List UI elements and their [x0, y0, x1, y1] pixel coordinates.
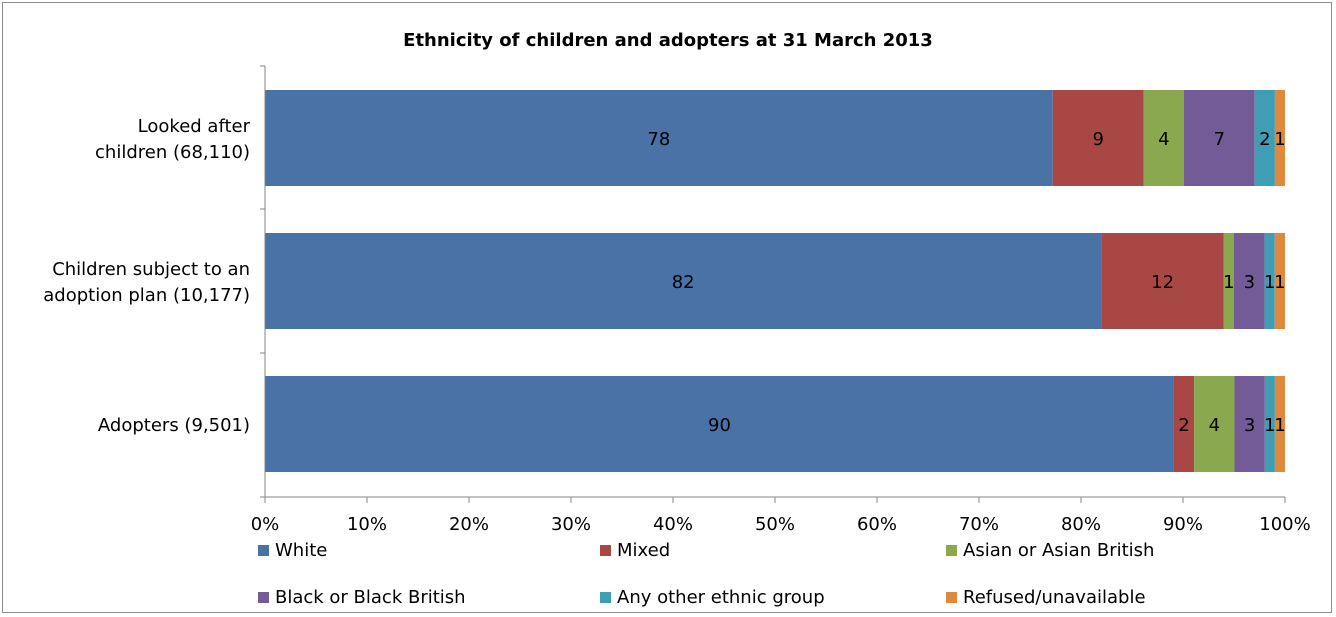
category-label: Adopters (9,501): [98, 415, 250, 436]
legend-swatch: [600, 545, 611, 556]
legend: White Mixed Asian or Asian British Black or…: [258, 540, 1318, 610]
data-label: 2: [1178, 415, 1189, 436]
data-label: 1: [1264, 415, 1275, 436]
bar-segment: [1264, 376, 1275, 472]
bar-segment: [265, 376, 1174, 472]
legend-item: Any other ethnic group: [600, 587, 825, 608]
x-tick-label: 10%: [347, 514, 387, 535]
x-tick-label: 0%: [251, 514, 280, 535]
bar-segment: [1101, 233, 1224, 329]
bar-segment: [1264, 233, 1275, 329]
data-label: 2: [1259, 129, 1270, 150]
x-tick-label: 50%: [755, 514, 795, 535]
x-tick-label: 80%: [1061, 514, 1101, 535]
bar-segment: [1274, 90, 1285, 186]
category-label: adoption plan (10,177): [43, 285, 250, 306]
data-label: 1: [1274, 272, 1285, 293]
category-label: children (68,110): [95, 142, 250, 163]
x-tick-label: 30%: [551, 514, 591, 535]
legend-item: Black or Black British: [258, 587, 466, 608]
x-tick-label: 40%: [653, 514, 693, 535]
bar-segment: [1274, 233, 1285, 329]
bar-segment: [1223, 233, 1234, 329]
legend-swatch: [258, 592, 269, 603]
bar-segment: [265, 90, 1053, 186]
data-label: 78: [647, 129, 670, 150]
bar-segment: [1234, 376, 1265, 472]
x-tick-label: 100%: [1259, 514, 1310, 535]
x-tick-label: 20%: [449, 514, 489, 535]
legend-label: Refused/unavailable: [963, 587, 1146, 608]
bar-segment: [1143, 90, 1185, 186]
x-tick-label: 70%: [959, 514, 999, 535]
legend-swatch: [946, 592, 957, 603]
data-label: 90: [708, 415, 731, 436]
category-label: Children subject to an: [52, 259, 250, 280]
legend-swatch: [600, 592, 611, 603]
data-label: 3: [1244, 272, 1255, 293]
legend-swatch: [946, 545, 957, 556]
bar-segment: [1234, 233, 1265, 329]
chart-title: Ethnicity of children and adopters at 31…: [403, 30, 933, 51]
data-label: 82: [672, 272, 695, 293]
bar-segment: [1274, 376, 1285, 472]
bar-segment: [1254, 90, 1275, 186]
data-label: 3: [1244, 415, 1255, 436]
bar-segment: [1052, 90, 1144, 186]
data-label: 1: [1274, 415, 1285, 436]
data-label: 1: [1274, 129, 1285, 150]
data-label: 1: [1223, 272, 1234, 293]
legend-item: White: [258, 540, 327, 561]
bar-segment: [265, 233, 1102, 329]
legend-item: Mixed: [600, 540, 670, 561]
data-label: 4: [1158, 129, 1169, 150]
legend-label: Black or Black British: [275, 587, 466, 608]
bar-segment: [1173, 376, 1195, 472]
legend-item: Refused/unavailable: [946, 587, 1146, 608]
legend-label: Any other ethnic group: [617, 587, 825, 608]
bar-segment: [1184, 90, 1255, 186]
legend-label: White: [275, 540, 328, 561]
legend-label: Mixed: [617, 540, 671, 561]
data-label: 12: [1151, 272, 1174, 293]
data-label: 4: [1209, 415, 1220, 436]
x-tick-label: 90%: [1163, 514, 1203, 535]
x-tick-label: 60%: [857, 514, 897, 535]
data-label: 9: [1092, 129, 1103, 150]
data-label: 1: [1264, 272, 1275, 293]
category-label: Looked after: [138, 116, 251, 137]
bar-segment: [1194, 376, 1235, 472]
legend-swatch: [258, 545, 269, 556]
legend-item: Asian or Asian British: [946, 540, 1154, 561]
legend-label: Asian or Asian British: [963, 540, 1155, 561]
data-label: 7: [1214, 129, 1225, 150]
